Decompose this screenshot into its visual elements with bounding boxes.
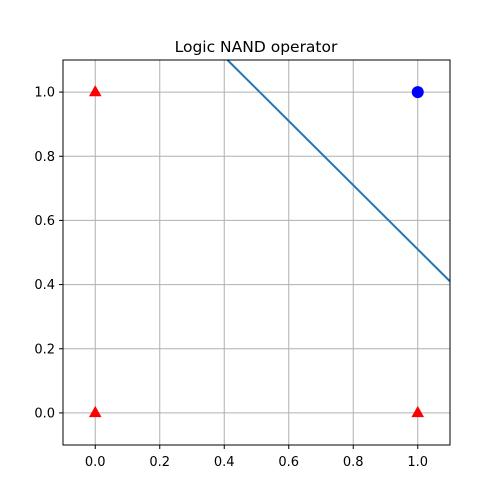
chart-title: Logic NAND operator <box>175 38 338 56</box>
x-tick-label: 0.6 <box>278 455 299 470</box>
x-tick-label: 0.0 <box>85 455 106 470</box>
y-tick-label: 0.6 <box>34 214 55 229</box>
x-tick-label: 1.0 <box>407 455 428 470</box>
x-tick-label: 0.4 <box>214 455 235 470</box>
y-tick-label: 0.2 <box>34 342 55 357</box>
circle-point <box>412 86 424 98</box>
y-tick-label: 0.0 <box>34 406 55 421</box>
x-tick-label: 0.2 <box>149 455 170 470</box>
x-tick-label: 0.8 <box>343 455 364 470</box>
y-tick-label: 1.0 <box>34 86 55 101</box>
y-tick-label: 0.8 <box>34 150 55 165</box>
y-tick-label: 0.4 <box>34 278 55 293</box>
